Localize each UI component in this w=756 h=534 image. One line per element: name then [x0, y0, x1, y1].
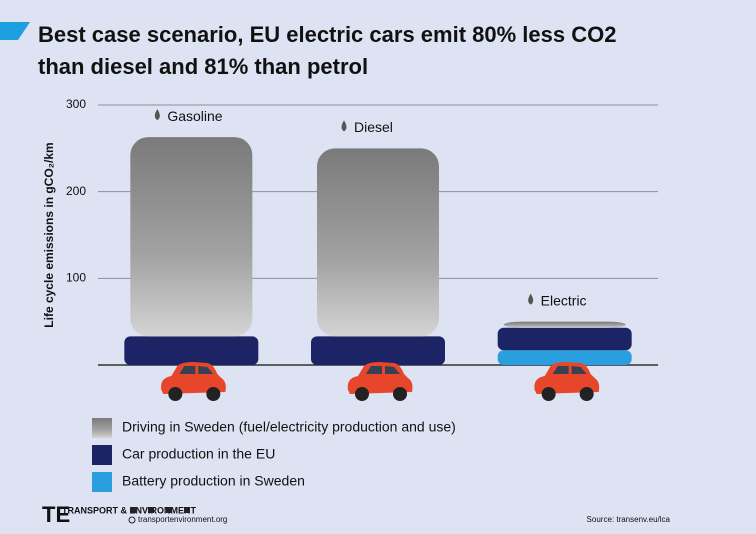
category-label: Gasoline — [167, 108, 222, 124]
legend-label: Car production in the EU — [122, 446, 275, 462]
social-icon — [148, 507, 154, 513]
logo: TE — [42, 502, 70, 527]
drop-icon — [154, 109, 160, 121]
bar-segment — [497, 327, 632, 351]
bar-segment — [124, 336, 259, 365]
car-illustration — [161, 362, 226, 401]
car-window — [552, 366, 587, 374]
globe-icon — [128, 516, 136, 524]
y-axis-label: Life cycle emissions in gCO₂/km — [42, 142, 56, 327]
bar-segment — [503, 321, 626, 328]
drop-icon — [528, 293, 534, 305]
social-icon — [166, 507, 172, 513]
y-tick-label: 300 — [66, 97, 86, 111]
bar-segment — [130, 137, 253, 337]
car-wheel — [393, 387, 407, 401]
bar-segment — [317, 148, 439, 337]
car-window — [366, 366, 400, 374]
car-wheel — [206, 387, 221, 401]
car-wheel — [541, 387, 556, 401]
bar-segment — [497, 350, 632, 365]
legend-swatch — [92, 445, 112, 465]
car-wheel — [579, 387, 594, 401]
legend-label: Driving in Sweden (fuel/electricity prod… — [122, 419, 456, 435]
car-wheel — [355, 387, 369, 401]
brand: TRANSPORT & ENVIRONMENT — [62, 505, 197, 515]
source: Source: transenv.eu/lca — [587, 515, 671, 524]
category-label: Electric — [541, 292, 587, 308]
y-tick-label: 200 — [66, 184, 86, 198]
legend-label: Battery production in Sweden — [122, 473, 305, 489]
car-window — [179, 366, 214, 374]
car-illustration — [534, 362, 600, 401]
car-wheel — [168, 387, 183, 401]
chart-title: Best case scenario, EU electric cars emi… — [38, 22, 616, 47]
site: transportenvironment.org — [138, 515, 227, 524]
category-label: Diesel — [354, 119, 393, 135]
drop-icon — [341, 120, 347, 132]
social-icon — [130, 507, 136, 513]
footer: TE TRANSPORT & ENVIRONMENT transportenvi… — [42, 502, 671, 527]
legend-swatch — [92, 418, 112, 438]
y-tick-label: 100 — [66, 271, 86, 285]
legend-swatch — [92, 472, 112, 492]
corner-mark — [0, 22, 30, 40]
car-illustration — [347, 362, 413, 401]
bar-segment — [311, 336, 445, 365]
social-icon — [184, 507, 190, 513]
chart-title: than diesel and 81% than petrol — [38, 54, 368, 79]
